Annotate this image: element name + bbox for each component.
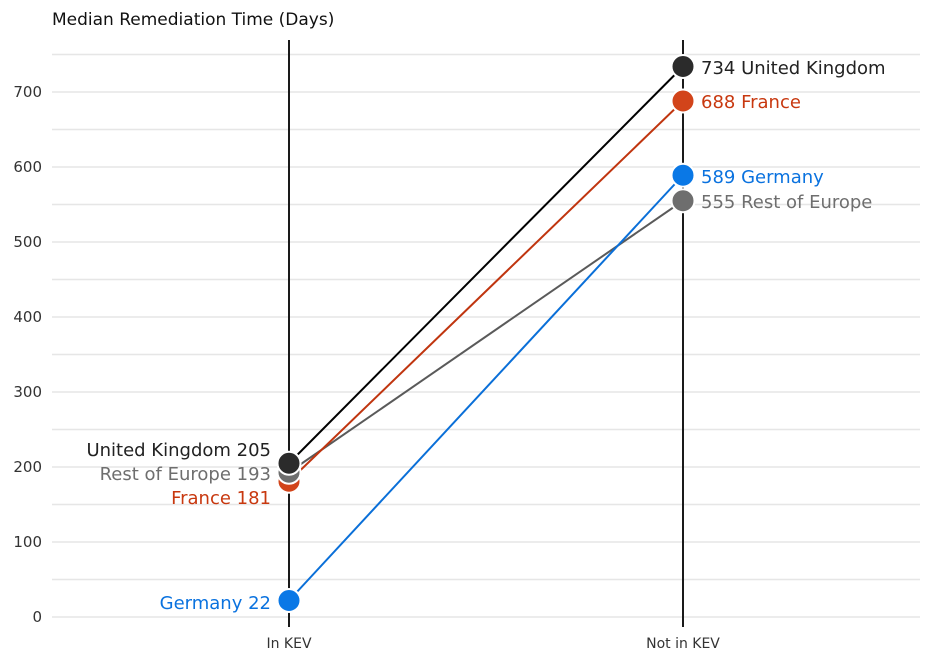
series-line (288, 100, 684, 482)
right-point-label: 589 Germany (701, 167, 824, 188)
chart-title: Median Remediation Time (Days) (52, 10, 334, 30)
y-tick-label: 500 (13, 233, 42, 251)
data-point (276, 450, 302, 476)
data-point (670, 162, 696, 188)
series-line (288, 65, 684, 464)
series-lines (288, 65, 684, 602)
data-point (276, 588, 302, 613)
x-axis-labels: In KEV Not in KEV (266, 636, 720, 652)
y-tick-label: 0 (32, 608, 42, 626)
y-tick-label: 100 (13, 533, 42, 551)
y-tick-label: 200 (13, 458, 42, 476)
x-tick-label: In KEV (266, 636, 311, 652)
data-point (670, 54, 696, 79)
left-point-label: Germany 22 (160, 593, 271, 614)
category-axes (288, 40, 684, 627)
left-point-label: United Kingdom 205 (86, 440, 271, 461)
data-point (670, 88, 696, 114)
right-point-label: 688 France (701, 92, 801, 113)
y-tick-label: 300 (13, 383, 42, 401)
series-line (288, 174, 684, 602)
y-tick-label: 600 (13, 158, 42, 176)
series-points (276, 54, 696, 613)
x-tick-label: Not in KEV (646, 636, 720, 652)
left-point-label: France 181 (171, 488, 271, 509)
data-point (670, 188, 696, 214)
y-tick-label: 400 (13, 308, 42, 326)
right-point-label: 734 United Kingdom (701, 58, 886, 79)
point-labels: United Kingdom 205 Rest of Europe 193 Fran… (86, 58, 885, 614)
left-point-label: Rest of Europe 193 (100, 464, 271, 485)
y-tick-label: 700 (13, 83, 42, 101)
y-axis-ticks: 0 100 200 300 400 500 600 700 (13, 83, 42, 626)
right-point-label: 555 Rest of Europe (701, 192, 872, 213)
gridlines (52, 53, 920, 618)
